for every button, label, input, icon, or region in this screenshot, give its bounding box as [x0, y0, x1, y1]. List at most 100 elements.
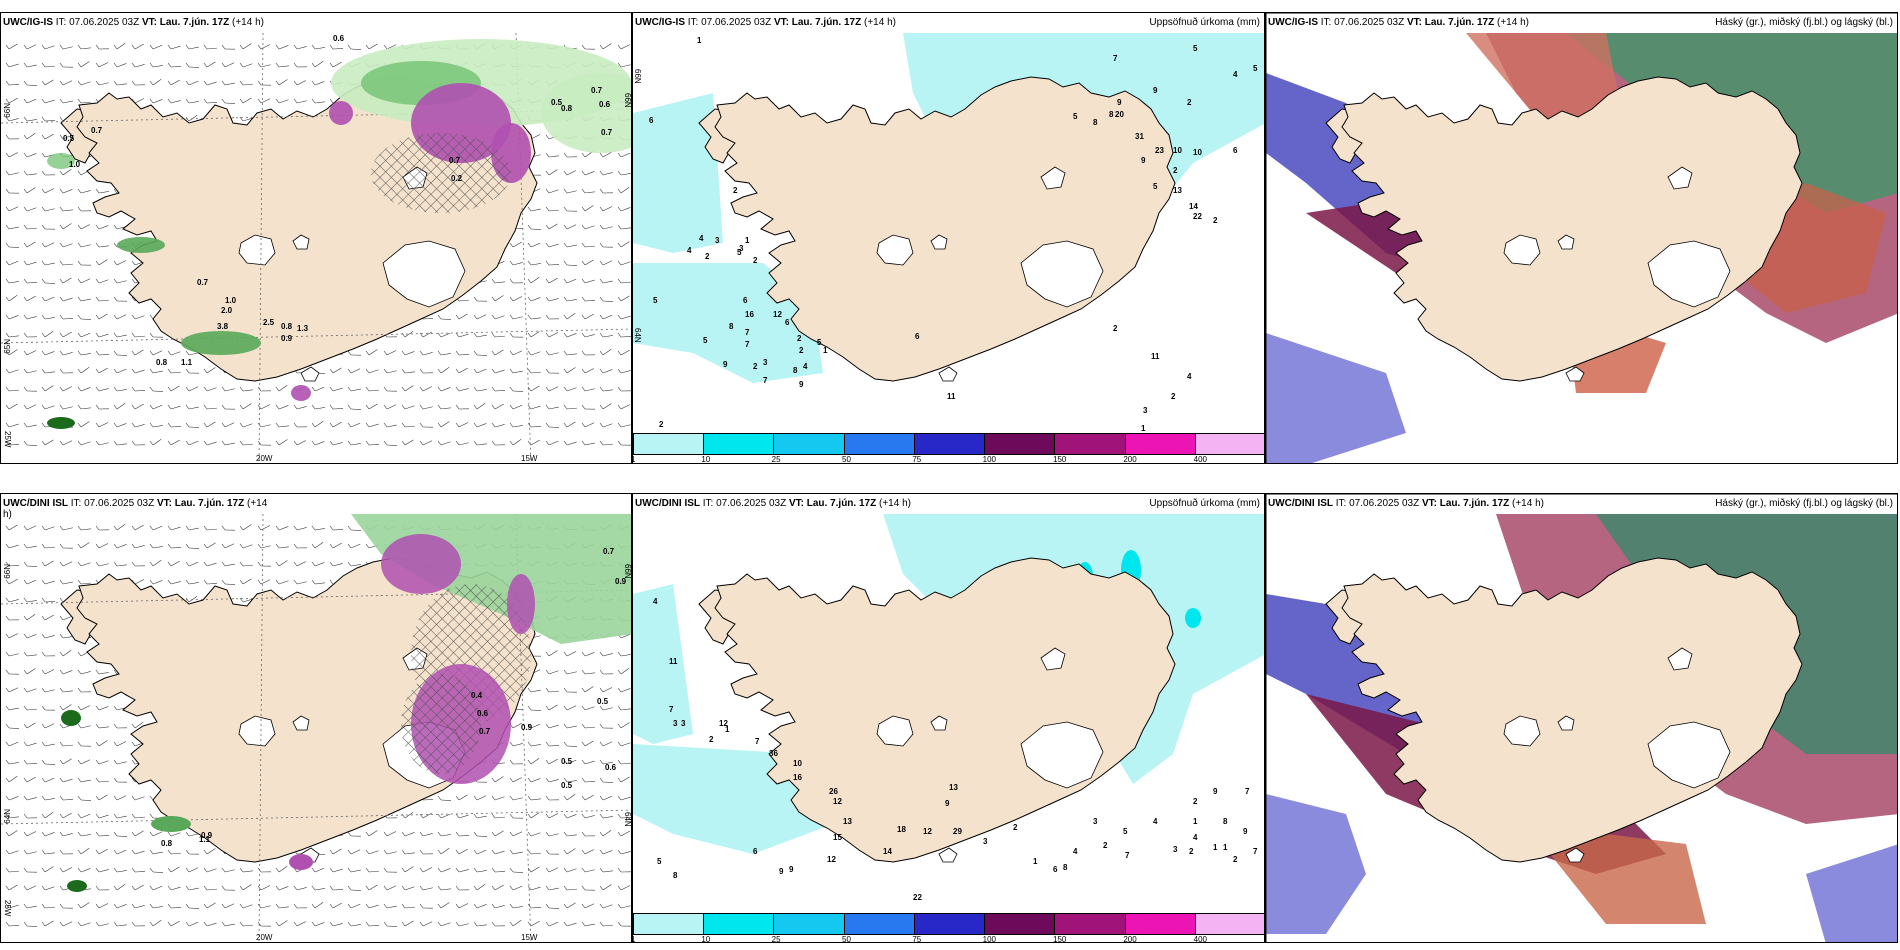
value-label: 8: [1093, 118, 1098, 127]
panel-title: UWC/IG-IS IT: 07.06.2025 03Z VT: Lau. 7.…: [1268, 17, 1529, 28]
value-label: 13: [843, 817, 852, 826]
colorbar-segment: [1055, 433, 1126, 455]
panel-cloud-bottom: UWC/DINI ISL IT: 07.06.2025 03Z VT: Lau.…: [1265, 493, 1898, 943]
value-label: 1: [823, 346, 828, 355]
value-label: 1.0: [69, 160, 81, 169]
value-label: 3: [681, 719, 686, 728]
value-label: 3: [1173, 845, 1178, 854]
value-label: 1: [745, 236, 750, 245]
value-label: 0.2: [451, 174, 463, 183]
value-label: 9: [1243, 827, 1248, 836]
value-label: 10: [793, 759, 802, 768]
value-label: 14: [1189, 202, 1198, 211]
glacier-outline: [1040, 166, 1066, 190]
value-label: 5: [653, 296, 658, 305]
panel-cloud-top: UWC/IG-IS IT: 07.06.2025 03Z VT: Lau. 7.…: [1265, 12, 1898, 464]
value-label: 5: [737, 248, 742, 257]
glacier-outline: [1647, 721, 1731, 789]
glacier-outline: [930, 234, 948, 250]
glacier-outline: [238, 715, 276, 747]
value-label: 2: [709, 735, 714, 744]
value-label: 9: [1153, 86, 1158, 95]
lon-25w-label: 25W: [3, 900, 12, 917]
glacier-outline: [876, 715, 914, 747]
value-label: 3: [1143, 406, 1148, 415]
value-label: 5: [657, 857, 662, 866]
panel-subtitle: Uppsöfnuð úrkoma (mm): [1149, 17, 1260, 28]
lat-64n-label: 64N: [3, 809, 12, 824]
value-label: 9: [1117, 98, 1122, 107]
grid-lon-line: [258, 32, 264, 463]
colorbar-segment: [704, 433, 775, 455]
lon-20w-label: 20W: [256, 933, 273, 942]
value-label: 2: [753, 362, 758, 371]
colorbar-tick-label: 200: [1123, 455, 1137, 464]
value-label: 13: [949, 783, 958, 792]
value-label: 0.7: [449, 156, 461, 165]
colorbar-segment: [1195, 433, 1264, 455]
value-label: 5: [817, 338, 822, 347]
lat-66n-label: 66N: [3, 103, 12, 118]
value-label: 0.5: [561, 781, 573, 790]
panel-title: UWC/DINI ISL IT: 07.06.2025 03Z VT: Lau.…: [635, 498, 911, 509]
value-label: 15: [833, 833, 842, 842]
colorbar-segment: [844, 433, 915, 455]
low-cloud: [1806, 844, 1897, 942]
low-cloud: [1266, 333, 1406, 463]
value-label: 5: [1073, 112, 1078, 121]
value-label: 7: [1125, 851, 1130, 860]
iceland-land: [1341, 557, 1803, 863]
value-label: 7: [745, 328, 750, 337]
value-label: 5: [1253, 64, 1258, 73]
value-label: 2: [1013, 823, 1018, 832]
lat-66n-label: 66N: [3, 564, 12, 579]
value-label: 4: [1193, 833, 1198, 842]
value-label: 2.0: [221, 306, 233, 315]
colorbar-segment: [844, 913, 915, 935]
value-label: 0.5: [561, 757, 573, 766]
colorbar-tick-label: 400: [1193, 935, 1208, 943]
colorbar: [633, 913, 1264, 935]
value-label: 20: [1115, 110, 1124, 119]
value-label: 6: [785, 318, 790, 327]
colorbar-segment: [774, 913, 845, 935]
value-label: 0.6: [477, 709, 489, 718]
value-label: 36: [769, 749, 778, 758]
value-label: 18: [897, 825, 906, 834]
glacier-outline: [1667, 647, 1693, 671]
glacier-outline: [292, 715, 310, 731]
value-label: 2: [705, 252, 710, 261]
value-label: 2.5: [263, 318, 275, 327]
value-label: 26: [829, 787, 838, 796]
value-label: 1: [697, 36, 702, 45]
colorbar-segment: [985, 433, 1056, 455]
value-label: 8: [673, 871, 678, 880]
value-label: 0.7: [591, 86, 603, 95]
value-label: 2: [733, 186, 738, 195]
glacier-outline: [930, 715, 948, 731]
value-label: 6: [743, 296, 748, 305]
grid-lon-line: [515, 32, 532, 463]
colorbar-tick-label: 1: [633, 455, 635, 463]
value-label: 2: [1173, 166, 1178, 175]
value-label: 5: [1153, 182, 1158, 191]
value-label: 4: [1233, 70, 1238, 79]
panel-subtitle: Háský (gr.), miðský (fj.bl.) og lágský (…: [1715, 498, 1893, 509]
value-label: 4: [653, 597, 658, 606]
value-label: 0.8: [561, 104, 573, 113]
value-label: 11: [1151, 352, 1160, 361]
value-label: 13: [1173, 186, 1182, 195]
value-label: 6: [1053, 865, 1058, 874]
wind-map: 0.70.90.50.50.60.51.10.90.80.40.60.90.7: [1, 513, 631, 942]
colorbar-tick-label: 10: [701, 935, 711, 943]
colorbar-segment: [985, 913, 1056, 935]
value-label: 0.7: [603, 547, 615, 556]
value-label: 11: [669, 657, 678, 666]
value-label: 0.5: [63, 134, 75, 143]
value-label: 6: [915, 332, 920, 341]
colorbar-segment: [914, 433, 986, 455]
value-label: 0.8: [161, 839, 173, 848]
colorbar-tick-label: 25: [771, 455, 781, 464]
